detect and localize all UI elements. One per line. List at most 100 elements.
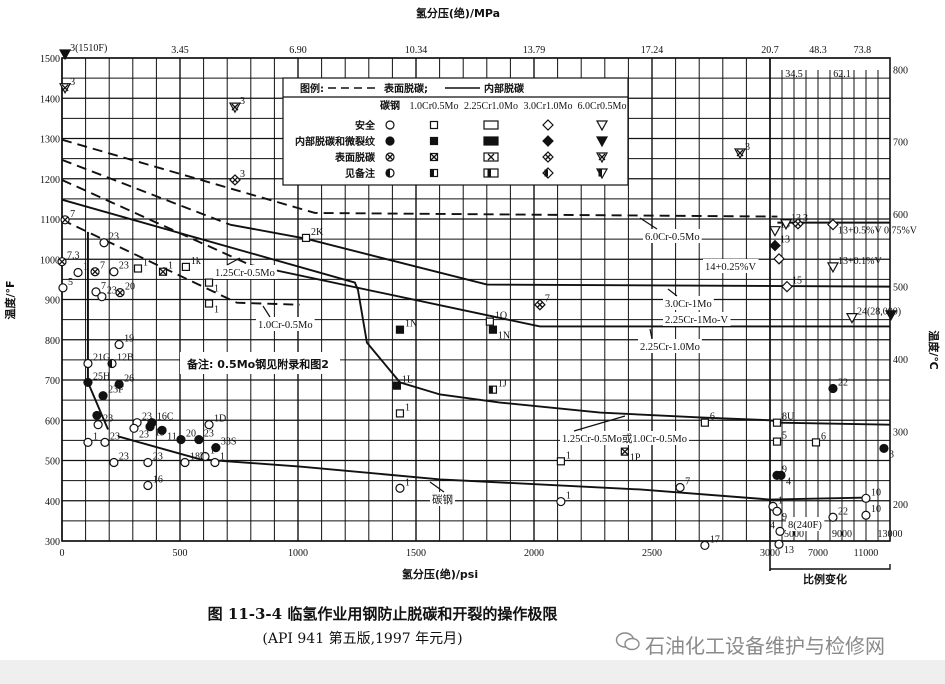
data-point-label: 1 [566, 450, 571, 461]
data-point: 13+0.1%V [826, 256, 882, 274]
curve-label: 3.0Cr-1Mo [665, 299, 712, 310]
marker-square [133, 264, 143, 273]
marker-surface-cross [231, 103, 239, 111]
marker-square [488, 325, 498, 334]
data-point: 19 [114, 334, 134, 350]
data-point-label: 1 [168, 261, 173, 272]
data-point: 1N [395, 319, 417, 334]
data-point: 6 [700, 412, 715, 427]
curve-label-bg [703, 259, 759, 273]
marker-surface-cross [159, 268, 167, 276]
marker-square [204, 278, 214, 287]
data-point-label: 1 [210, 445, 215, 456]
data-point: 1P [620, 447, 641, 464]
x2-tick-label: 10.34 [405, 45, 428, 56]
data-point-label: 1 [405, 477, 410, 488]
marker-diamond [542, 135, 554, 147]
data-point: 1 [204, 299, 219, 316]
data-point-label: 3 [803, 213, 808, 224]
data-point-label: 1D [214, 414, 226, 425]
data-point: 18T [180, 452, 206, 468]
data-point: 7 [675, 476, 690, 493]
marker-square [811, 438, 821, 447]
data-point: 12B [107, 352, 134, 369]
data-point [884, 310, 897, 322]
data-point: 2K [301, 227, 324, 243]
data-point-label: 13 [780, 235, 790, 246]
data-point: 23F [98, 385, 124, 401]
marker-square [301, 233, 311, 243]
marker-surface-cross [91, 268, 99, 276]
legend-solid-label: 内部脱碳 [484, 82, 525, 95]
curve-labels: 6.0Cr-0.5Mo 14+0.25%V 3.0Cr-1Mo 2.25Cr-1Mo-… [213, 217, 825, 531]
curve-5 [117, 435, 867, 501]
data-point: 1O [485, 311, 507, 326]
nelson-chart: 0 500 1000 1500 2000 2500 30005000700090001100… [3, 6, 941, 586]
data-point-label: 1 [214, 284, 219, 295]
x2-tick-label: 48.3 [809, 45, 827, 56]
curve-label-bg [560, 431, 689, 445]
legend-row-label: 安全 [355, 119, 376, 132]
curve-label-arrow [262, 305, 271, 318]
data-point-label: 23 [204, 429, 214, 440]
curve-1 [61, 158, 231, 226]
x-tick-label: 0 [60, 548, 65, 559]
data-point: 1 [73, 262, 88, 278]
data-point: 21G [83, 352, 110, 369]
y2-tick-label: 600 [893, 210, 908, 221]
data-point-label: 6 [821, 431, 826, 442]
marker-surface-cross [544, 153, 552, 161]
scale-change-bracket [770, 564, 891, 570]
marker-circle [861, 510, 871, 520]
curve-label: 2.25Cr-1Mo-V [665, 315, 728, 326]
marker-triangle [59, 49, 72, 61]
y-tick-label: 900 [45, 296, 60, 307]
data-point-label: 7 [101, 281, 106, 292]
x-tick-label: 3000 [760, 548, 780, 559]
curve-label-bg [256, 317, 315, 331]
data-point: 1k [181, 256, 201, 271]
data-point-label: 22 [838, 377, 848, 388]
marker-surface-cross [794, 220, 802, 228]
data-point-label: 9 [782, 512, 787, 523]
data-point: 13 [769, 235, 790, 252]
marker-circle [675, 482, 685, 493]
watermark: 石油化工设备维护与检修网 [615, 630, 885, 659]
marker-note-half [487, 169, 491, 177]
data-point: 23 [109, 261, 129, 277]
curve-label: 8(240F) [788, 520, 822, 531]
marker-circle [157, 425, 167, 435]
curve-label: 2.25Cr-1.0Mo [640, 342, 700, 353]
data-point-label: 1N [498, 331, 510, 342]
data-point: 11 [157, 425, 177, 442]
data-point-label: 23 [119, 452, 129, 463]
marker-diamond [773, 252, 785, 265]
y2-tick-label: 500 [893, 283, 908, 294]
legend-row-label: 表面脱碳 [334, 151, 376, 164]
data-point-label: 12B [117, 352, 134, 363]
data-point-label: 24(28,000) [857, 307, 901, 318]
x-tick-label: 5000 [784, 529, 804, 540]
curve-2 [61, 179, 251, 266]
x2-tick-label: 20.7 [761, 45, 779, 56]
marker-square [181, 262, 190, 271]
y-tick-label: 1400 [40, 94, 60, 105]
marker-surface-cross [736, 149, 744, 157]
data-point: 7 [60, 209, 75, 225]
marker-note-half [489, 386, 493, 394]
curve-label-arrow [667, 288, 678, 297]
data-point: 3 [228, 96, 245, 114]
x2-tick-label: 34.5 [785, 69, 803, 80]
y-tick-label: 600 [45, 416, 60, 427]
marker-triangle [826, 262, 839, 274]
x2-tick-label: 73.8 [854, 45, 872, 56]
curve-label-arrow [649, 328, 653, 340]
data-point: 4 [776, 470, 791, 487]
data-point: 23 [93, 414, 113, 430]
curve-label-bg [786, 517, 825, 531]
marker-circle [879, 443, 889, 454]
data-point-label: 1 [566, 491, 571, 502]
note: 备注: 0.5Mo钢见附录和图2 [186, 357, 329, 371]
data-point: 13 [774, 539, 794, 556]
